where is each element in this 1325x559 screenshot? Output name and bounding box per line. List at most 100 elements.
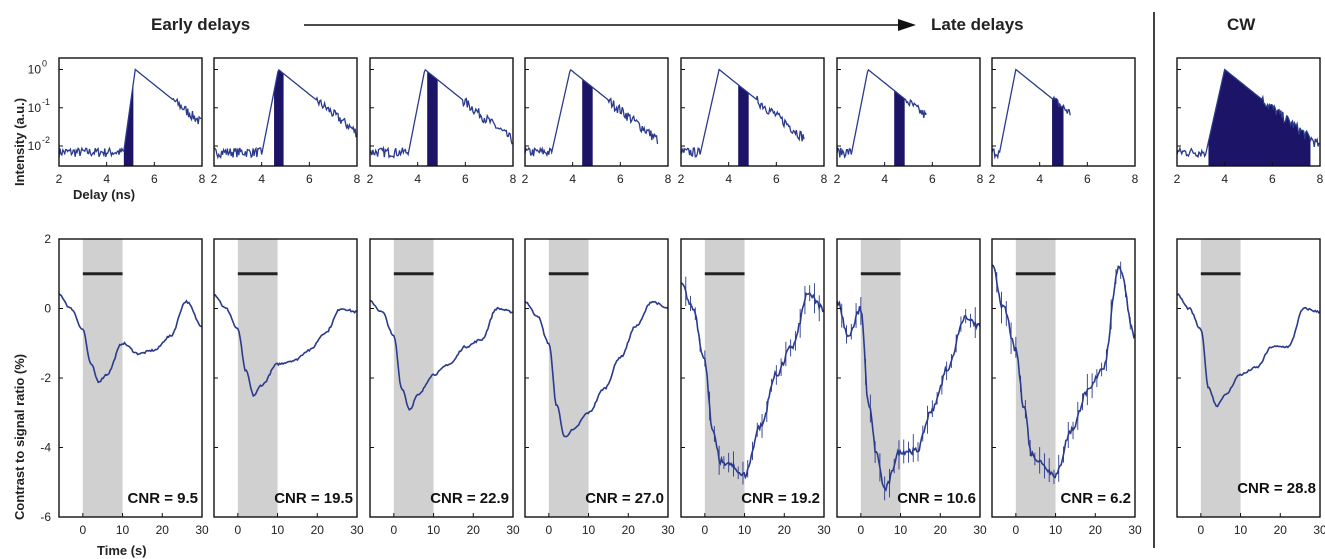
tpsf-panel-4: 2 4 6 8 (522, 57, 672, 186)
y-tick-exponent: -1 (42, 97, 50, 107)
x-tick-label: 6 (773, 172, 780, 186)
panel-frame (1176, 57, 1321, 167)
y-tick-label: 10 (28, 139, 42, 153)
x-tick-label: 30 (195, 523, 209, 537)
x-tick-label: 0 (234, 523, 241, 537)
y-tick-label: 0 (44, 302, 51, 316)
gate-fill (1208, 69, 1311, 166)
x-tick-label: 2 (678, 172, 685, 186)
stimulus-band (1200, 239, 1241, 517)
stimulus-band (393, 239, 434, 517)
x-tick-label: 20 (622, 523, 636, 537)
panel-frame (836, 238, 981, 518)
x-tick-label: 30 (817, 523, 831, 537)
x-tick-label: 0 (701, 523, 708, 537)
x-tick-label: 20 (778, 523, 792, 537)
x-tick-label: 0 (390, 523, 397, 537)
tpsf-curve (836, 68, 927, 159)
x-tick-label: 8 (510, 172, 517, 186)
x-tick-label: 10 (1049, 523, 1063, 537)
panel-frame (213, 238, 358, 518)
cnr-label: CNR = 22.9 (430, 490, 509, 507)
bottom-y-axis-label: Contrast to signal ratio (%) (12, 354, 27, 520)
x-tick-label: 6 (462, 172, 469, 186)
x-tick-label: 4 (414, 172, 421, 186)
x-tick-label: 2 (522, 172, 529, 186)
x-tick-label: 6 (1084, 172, 1091, 186)
x-tick-label: 2 (989, 172, 996, 186)
x-tick-label: 20 (156, 523, 170, 537)
panel-frame (524, 57, 669, 167)
cnr-label: CNR = 6.2 (1061, 490, 1131, 507)
x-tick-label: 0 (857, 523, 864, 537)
x-tick-label: 4 (258, 172, 265, 186)
x-tick-label: 4 (1036, 172, 1043, 186)
x-tick-label: 2 (367, 172, 374, 186)
y-tick-label: -4 (40, 441, 51, 455)
x-tick-label: 6 (306, 172, 313, 186)
x-tick-label: 6 (1269, 172, 1276, 186)
x-tick-label: 30 (1128, 523, 1142, 537)
x-tick-label: 20 (1089, 523, 1103, 537)
tpsf-panel-8: 2 4 6 8 (1174, 57, 1324, 186)
x-tick-label: 4 (881, 172, 888, 186)
header-early-delays: Early delays (151, 15, 250, 34)
contrast-curve (213, 293, 358, 398)
x-tick-label: 8 (354, 172, 361, 186)
x-tick-label: 6 (617, 172, 624, 186)
x-tick-label: 8 (665, 172, 672, 186)
x-tick-label: 6 (929, 172, 936, 186)
gate-fill (894, 90, 905, 166)
panel-frame (680, 57, 825, 167)
panel-frame (369, 238, 514, 518)
x-tick-label: 10 (427, 523, 441, 537)
contrast-curve (58, 293, 203, 384)
cnr-label: CNR = 19.2 (741, 490, 820, 507)
x-tick-label: 10 (116, 523, 130, 537)
panel-frame (991, 57, 1136, 167)
x-tick-label: 8 (977, 172, 984, 186)
x-tick-label: 2 (211, 172, 218, 186)
x-tick-label: 30 (350, 523, 364, 537)
panel-frame (680, 238, 825, 518)
y-tick-label: 10 (28, 63, 42, 77)
gate-fill (582, 79, 593, 166)
x-tick-label: 4 (725, 172, 732, 186)
gate-fill (427, 71, 438, 166)
x-tick-label: 30 (661, 523, 675, 537)
bottom-x-axis-label: Time (s) (97, 543, 147, 558)
cnr-label: CNR = 27.0 (585, 490, 664, 507)
x-tick-label: 4 (103, 172, 110, 186)
cnr-label: CNR = 9.5 (128, 490, 198, 507)
x-tick-label: 8 (1132, 172, 1139, 186)
x-tick-label: 10 (582, 523, 596, 537)
cnr-label: CNR = 28.8 (1237, 480, 1316, 497)
x-tick-label: 8 (199, 172, 206, 186)
x-tick-label: 30 (506, 523, 520, 537)
header-cw: CW (1227, 15, 1256, 34)
x-tick-label: 0 (1197, 523, 1204, 537)
x-tick-label: 20 (934, 523, 948, 537)
panels: 2 4 6 810 010 -110 -22 4 6 8 2 4 6 8 2 4 6 8 2 4 6 8 2 4 6 8 2 4 6 8 2… (28, 57, 1325, 537)
cnr-label: CNR = 10.6 (897, 490, 976, 507)
x-tick-label: 10 (738, 523, 752, 537)
top-x-axis-label: Delay (ns) (73, 187, 135, 202)
contrast-panel-2: 0 10 20 30 CNR = 19.5 (213, 238, 364, 537)
x-tick-label: 0 (545, 523, 552, 537)
x-tick-label: 30 (1313, 523, 1325, 537)
panel-frame (991, 238, 1136, 518)
tpsf-curve (524, 68, 659, 158)
contrast-panel-7: 0 10 20 30 CNR = 6.2 (991, 238, 1142, 537)
x-tick-label: 10 (271, 523, 285, 537)
x-tick-label: 2 (834, 172, 841, 186)
gate-fill (1052, 97, 1064, 166)
tpsf-panel-7: 2 4 6 8 (989, 57, 1139, 186)
tpsf-panel-2: 2 4 6 8 (211, 57, 361, 186)
panel-frame (524, 238, 669, 518)
tpsf-curve (680, 68, 805, 158)
x-tick-label: 20 (467, 523, 481, 537)
x-tick-label: 20 (311, 523, 325, 537)
contrast-curve (1176, 292, 1321, 408)
